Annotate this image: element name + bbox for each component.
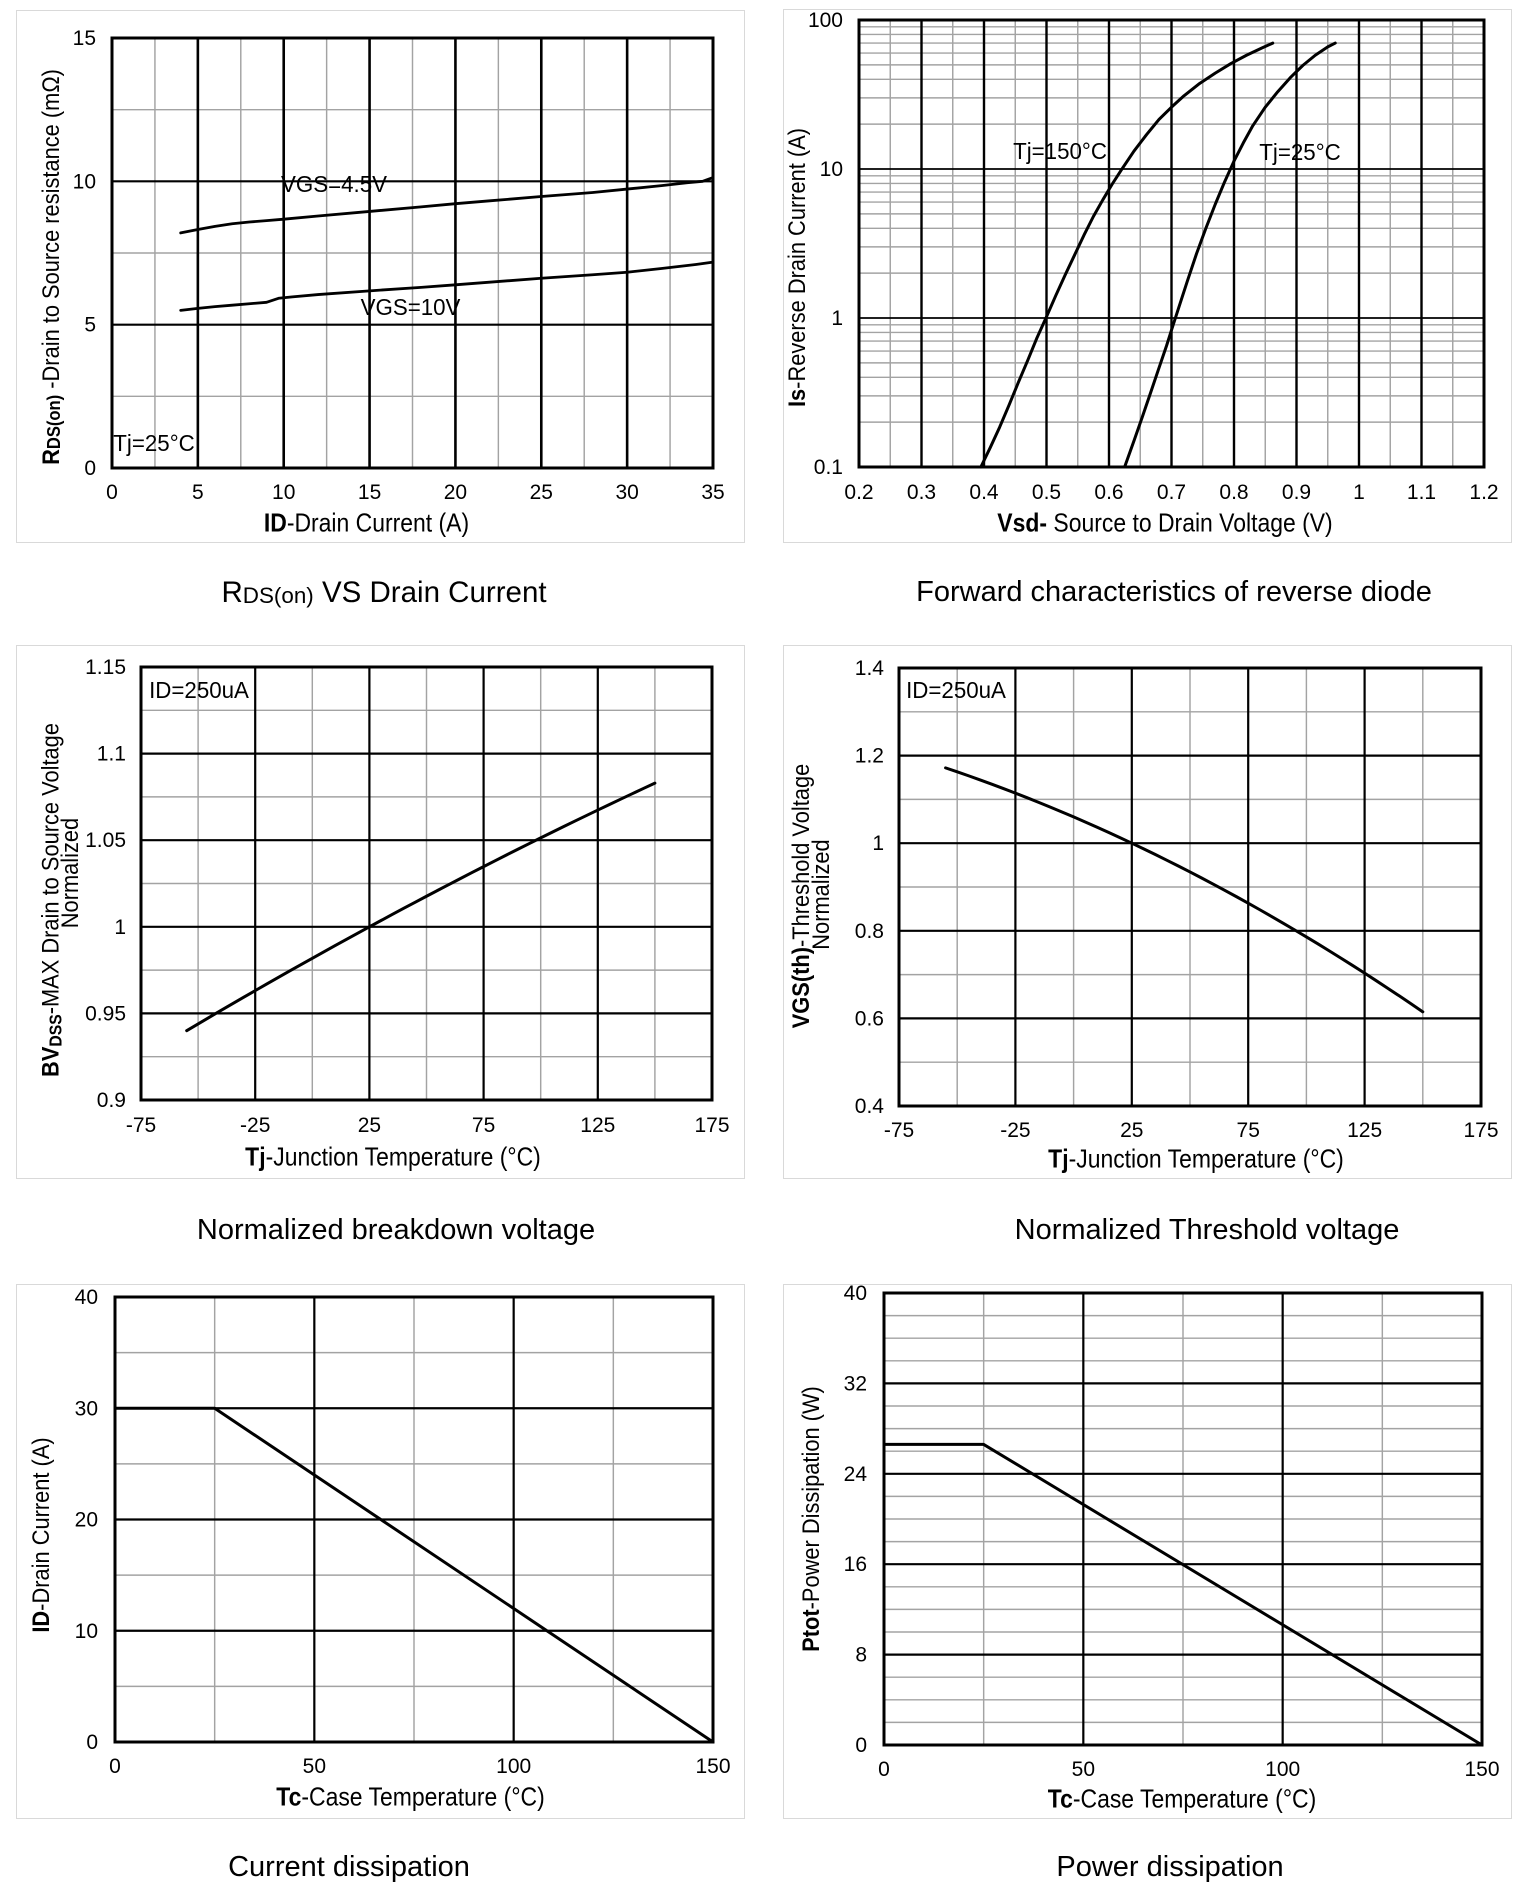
svg-text:30: 30 (75, 1397, 98, 1420)
svg-text:1.1: 1.1 (97, 742, 126, 765)
svg-text:30: 30 (615, 481, 638, 504)
svg-text:-25: -25 (1000, 1119, 1030, 1142)
svg-text:1.1: 1.1 (1407, 481, 1436, 504)
svg-text:150: 150 (1464, 1758, 1499, 1781)
svg-text:8: 8 (855, 1643, 867, 1666)
svg-text:24: 24 (844, 1462, 868, 1485)
svg-text:Power dissipation: Power dissipation (1056, 1851, 1283, 1883)
svg-text:10: 10 (75, 1619, 98, 1642)
svg-text:16: 16 (844, 1553, 867, 1576)
svg-text:0.4: 0.4 (969, 481, 999, 504)
svg-text:Current dissipation: Current dissipation (228, 1851, 470, 1883)
svg-text:0.2: 0.2 (844, 481, 873, 504)
svg-text:0.9: 0.9 (97, 1089, 126, 1112)
svg-text:0: 0 (84, 457, 96, 480)
svg-text:0.6: 0.6 (1094, 481, 1123, 504)
svg-text:1: 1 (872, 832, 884, 855)
svg-text:50: 50 (1072, 1758, 1095, 1781)
svg-text:RDS(on) VS Drain Current: RDS(on) VS Drain Current (221, 576, 546, 609)
svg-text:-75: -75 (884, 1119, 914, 1142)
svg-text:0.1: 0.1 (814, 456, 843, 479)
svg-text:5: 5 (192, 481, 204, 504)
svg-text:15: 15 (73, 27, 96, 50)
svg-text:Tj=150°C: Tj=150°C (1013, 138, 1107, 165)
svg-text:10: 10 (272, 481, 295, 504)
svg-text:75: 75 (1237, 1119, 1260, 1142)
svg-text:-75: -75 (126, 1114, 156, 1137)
svg-text:5: 5 (84, 313, 96, 336)
svg-text:ID-Drain Current (A): ID-Drain Current (A) (27, 1437, 54, 1632)
svg-text:RDS(on) -Drain to Source resis: RDS(on) -Drain to Source resistance (mΩ) (37, 69, 64, 465)
svg-text:0.9: 0.9 (1282, 481, 1311, 504)
svg-text:Tj=25°C: Tj=25°C (1259, 139, 1340, 166)
svg-text:Tj-Junction Temperature (°C): Tj-Junction Temperature (°C) (1048, 1145, 1344, 1173)
svg-text:20: 20 (75, 1508, 98, 1531)
svg-text:0.95: 0.95 (85, 1002, 126, 1025)
svg-text:Tc-Case Temperature (°C): Tc-Case Temperature (°C) (276, 1783, 544, 1811)
svg-text:40: 40 (844, 1282, 867, 1305)
svg-text:10: 10 (73, 170, 96, 193)
svg-text:0: 0 (878, 1758, 890, 1781)
svg-text:1.2: 1.2 (1469, 481, 1498, 504)
svg-text:0.8: 0.8 (855, 919, 884, 942)
svg-text:0.7: 0.7 (1157, 481, 1186, 504)
svg-text:ID=250uA: ID=250uA (149, 677, 250, 704)
svg-text:BVDSS-MAX Drain to Source Volt: BVDSS-MAX Drain to Source Voltage (37, 723, 66, 1077)
svg-text:0: 0 (109, 1755, 121, 1778)
svg-text:Is-Reverse Drain Current (A): Is-Reverse Drain Current (A) (783, 128, 810, 407)
svg-text:75: 75 (472, 1114, 495, 1137)
svg-text:175: 175 (1463, 1119, 1498, 1142)
svg-text:150: 150 (695, 1755, 730, 1778)
svg-text:25: 25 (1120, 1119, 1143, 1142)
svg-text:100: 100 (808, 9, 843, 32)
svg-text:VGS=10V: VGS=10V (361, 294, 462, 321)
svg-text:Tj-Junction Temperature (°C): Tj-Junction Temperature (°C) (245, 1143, 541, 1171)
svg-text:125: 125 (1347, 1119, 1382, 1142)
svg-text:0.5: 0.5 (1032, 481, 1061, 504)
svg-text:Tc-Case Temperature (°C): Tc-Case Temperature (°C) (1048, 1785, 1316, 1813)
svg-text:Ptot-Power Dissipation (W): Ptot-Power Dissipation (W) (797, 1386, 824, 1652)
svg-text:Forward characteristics of rev: Forward characteristics of reverse diode (916, 576, 1432, 608)
svg-text:125: 125 (580, 1114, 615, 1137)
svg-text:10: 10 (820, 158, 843, 181)
svg-text:VGS=4.5V: VGS=4.5V (281, 171, 388, 198)
svg-text:VGS(th)-Threshold Voltage: VGS(th)-Threshold Voltage (787, 764, 814, 1029)
svg-text:1: 1 (1353, 481, 1365, 504)
svg-text:0: 0 (106, 481, 118, 504)
svg-text:100: 100 (1265, 1758, 1300, 1781)
svg-text:0.4: 0.4 (855, 1095, 885, 1118)
svg-text:Tj=25°C: Tj=25°C (113, 430, 194, 457)
svg-text:1.4: 1.4 (855, 657, 885, 680)
svg-text:0: 0 (855, 1734, 867, 1757)
svg-text:40: 40 (75, 1286, 98, 1309)
svg-text:15: 15 (358, 481, 381, 504)
svg-text:1.05: 1.05 (85, 829, 126, 852)
svg-text:ID=250uA: ID=250uA (906, 677, 1007, 704)
svg-text:50: 50 (303, 1755, 326, 1778)
svg-text:Normalized: Normalized (807, 839, 834, 949)
svg-text:1: 1 (831, 307, 843, 330)
svg-text:25: 25 (530, 481, 553, 504)
svg-text:20: 20 (444, 481, 467, 504)
svg-text:25: 25 (358, 1114, 381, 1137)
svg-text:0: 0 (86, 1731, 98, 1754)
svg-text:1.15: 1.15 (85, 656, 126, 679)
svg-text:Normalized Threshold voltage: Normalized Threshold voltage (1015, 1214, 1400, 1246)
svg-text:0.3: 0.3 (907, 481, 936, 504)
svg-text:0.6: 0.6 (855, 1007, 884, 1030)
svg-text:Vsd- Source to Drain Voltage (: Vsd- Source to Drain Voltage (V) (997, 509, 1332, 537)
svg-text:1: 1 (114, 915, 126, 938)
svg-text:-25: -25 (240, 1114, 270, 1137)
svg-text:1.2: 1.2 (855, 744, 884, 767)
svg-text:ID-Drain Current (A): ID-Drain Current (A) (264, 509, 469, 537)
svg-text:175: 175 (694, 1114, 729, 1137)
svg-text:Normalized: Normalized (56, 818, 83, 928)
svg-text:Normalized breakdown voltage: Normalized breakdown voltage (197, 1214, 595, 1246)
svg-text:32: 32 (844, 1372, 867, 1395)
svg-text:100: 100 (496, 1755, 531, 1778)
svg-text:0.8: 0.8 (1219, 481, 1248, 504)
svg-text:35: 35 (701, 481, 724, 504)
